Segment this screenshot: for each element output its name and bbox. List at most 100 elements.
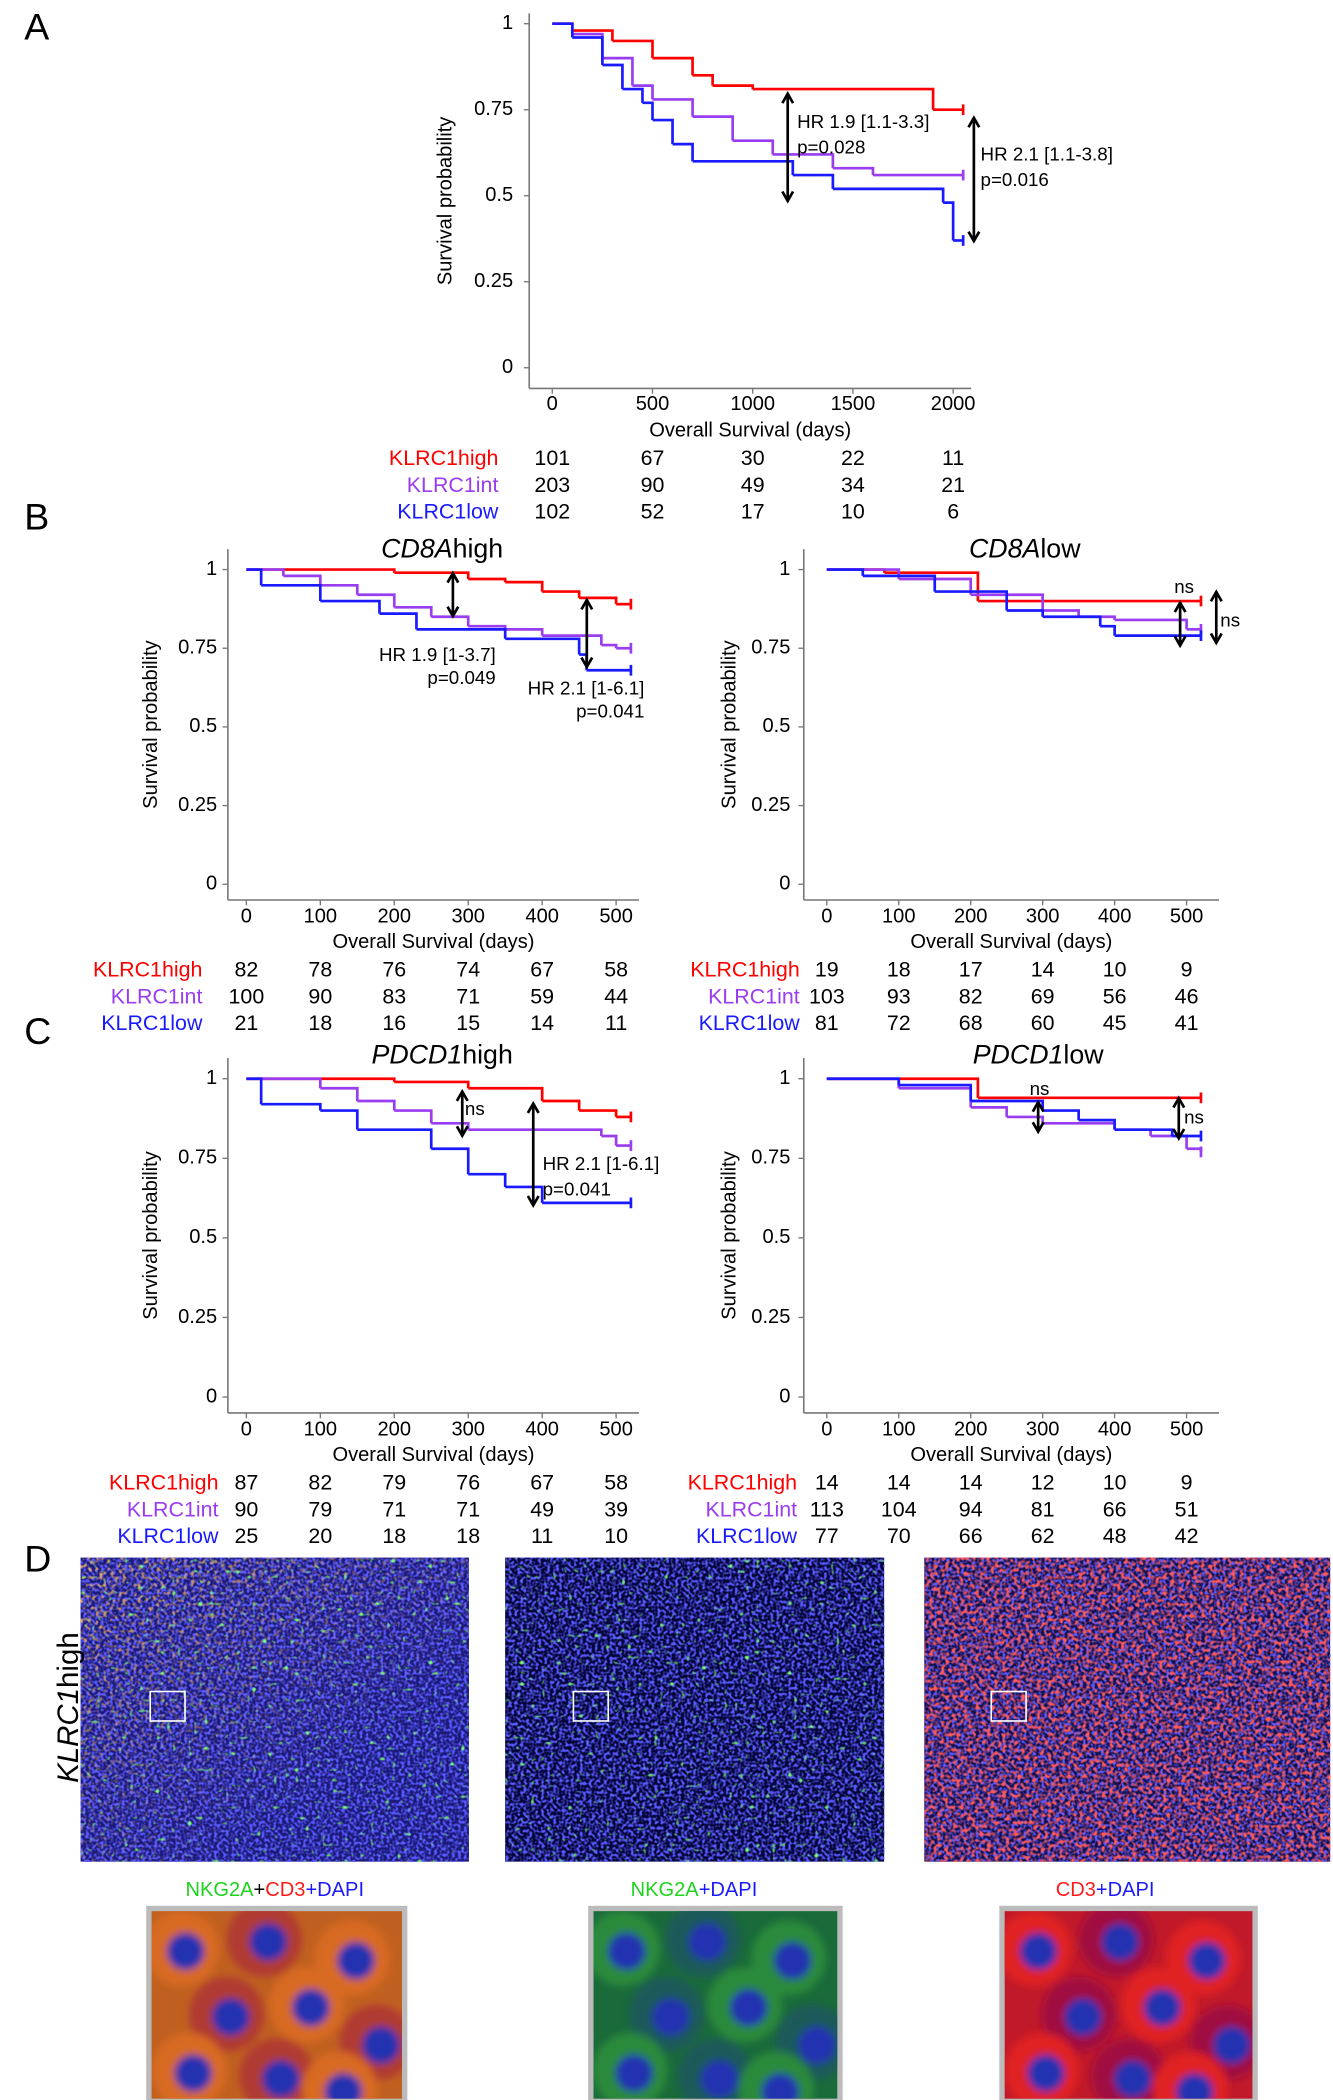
at-risk-count: 6 — [947, 500, 959, 524]
cell-nucleus — [292, 1988, 330, 2027]
survival-step — [898, 1086, 973, 1108]
x-tick-label: 200 — [378, 1419, 412, 1441]
x-tick-label: 400 — [525, 906, 559, 928]
annotation: ns — [1174, 576, 1194, 597]
cell-nucleus — [362, 2026, 400, 2064]
survival-step — [320, 583, 359, 595]
annotation: ns — [1030, 1078, 1050, 1099]
at-risk-count: 76 — [456, 1471, 480, 1495]
at-risk-count: 82 — [959, 984, 983, 1008]
cell-nucleus — [798, 2026, 836, 2064]
survival-step — [320, 1086, 359, 1102]
at-risk-count: 18 — [382, 1524, 406, 1548]
zoom-cells — [593, 1911, 838, 2099]
y-tick-label: 0.75 — [751, 637, 790, 659]
survival-step — [898, 1083, 973, 1102]
cell-nucleus — [1027, 2054, 1065, 2092]
survival-step — [652, 118, 674, 145]
at-risk-count: 52 — [641, 500, 665, 524]
cell-nucleus — [166, 1932, 205, 1971]
survival-step — [505, 628, 544, 636]
survival-step — [542, 590, 581, 598]
y-tick-label: 0.5 — [485, 184, 513, 206]
chart-title: CD8Alow — [969, 534, 1081, 564]
survival-step — [1114, 618, 1188, 630]
caption: CD3+DAPI — [1056, 1879, 1155, 1901]
at-risk-count: 71 — [382, 1497, 406, 1521]
annotation: HR 1.9 [1-3.7] — [379, 644, 496, 665]
survival-step — [468, 1086, 544, 1102]
survival-step — [283, 574, 322, 586]
survival-step — [320, 599, 381, 614]
x-tick-label: 100 — [882, 906, 915, 928]
annotation: p=0.028 — [797, 137, 865, 158]
at-risk-count: 76 — [382, 958, 406, 982]
at-risk-count: 42 — [1175, 1524, 1199, 1548]
survival-step — [320, 1109, 359, 1130]
x-axis-label: Overall Survival (days) — [910, 1444, 1112, 1466]
at-risk-count: 51 — [1175, 1497, 1199, 1521]
x-tick-label: 200 — [954, 1419, 988, 1441]
caption-part: +DAPI — [1096, 1879, 1155, 1901]
arrow-head — [1209, 589, 1223, 646]
survival-step — [772, 153, 835, 169]
at-risk-count: 11 — [531, 1524, 553, 1548]
chart-title: PDCD1high — [371, 1040, 512, 1070]
at-risk-count: 71 — [456, 984, 480, 1008]
at-risk-count: 79 — [308, 1497, 332, 1521]
y-tick-label: 0.5 — [762, 715, 790, 737]
at-risk-count: 69 — [1031, 984, 1055, 1008]
at-risk-count: 11 — [605, 1011, 627, 1035]
survival-step — [934, 590, 1009, 611]
arrow-head — [446, 570, 460, 619]
at-risk-count: 71 — [456, 1497, 480, 1521]
at-risk-count: 203 — [534, 473, 570, 497]
x-tick-label: 500 — [1170, 1419, 1203, 1441]
caption-part: +DAPI — [305, 1879, 364, 1901]
x-tick-label: 100 — [882, 1419, 915, 1441]
x-tick-label: 0 — [241, 906, 252, 928]
arrow-head — [1031, 1099, 1045, 1135]
at-risk-count: 94 — [959, 1497, 983, 1521]
caption-part: CD3 — [265, 1879, 305, 1901]
at-risk-count: 90 — [641, 473, 665, 497]
at-risk-count: 77 — [815, 1524, 839, 1548]
cell-nucleus — [761, 2073, 800, 2099]
cell-nucleus — [324, 2073, 363, 2099]
survival-step — [552, 22, 574, 38]
at-risk-count: 18 — [308, 1011, 332, 1035]
row-label-suffix: high — [52, 1632, 85, 1688]
cell-nucleus — [337, 1941, 375, 1980]
annotation: HR 2.1 [1.1-3.8] — [981, 143, 1113, 164]
at-risk-count: 17 — [959, 958, 983, 982]
at-risk-count: 62 — [1031, 1524, 1055, 1548]
x-tick-label: 400 — [1098, 1419, 1132, 1441]
cell-nucleus — [700, 2060, 739, 2098]
at-risk-count: 66 — [959, 1524, 983, 1548]
y-tick-label: 1 — [779, 1067, 790, 1089]
x-tick-label: 500 — [636, 393, 670, 415]
survival-step — [579, 1109, 618, 1117]
at-risk-count: 113 — [810, 1497, 844, 1521]
y-tick-label: 0 — [779, 1385, 790, 1407]
survival-step — [261, 583, 322, 602]
survival-step — [826, 1077, 901, 1089]
cell-nucleus — [1188, 1941, 1226, 1980]
x-tick-label: 300 — [451, 906, 485, 928]
survival-step — [1006, 1115, 1045, 1124]
at-risk-count: 14 — [815, 1471, 839, 1495]
at-risk-count: 102 — [534, 500, 570, 524]
risk-group-name: KLRC1high — [688, 1471, 797, 1495]
survival-step — [379, 612, 418, 630]
survival-step — [612, 39, 654, 59]
at-risk-count: 81 — [815, 1011, 839, 1035]
y-axis-label: Survival probability — [434, 117, 456, 286]
y-tick-label: 0.25 — [178, 1306, 217, 1328]
survival-step — [652, 56, 694, 76]
panel-label: C — [24, 1010, 51, 1052]
y-axis-label: Survival probability — [140, 640, 162, 809]
at-risk-count: 67 — [530, 1471, 554, 1495]
x-tick-label: 0 — [821, 906, 832, 928]
x-tick-label: 400 — [525, 1419, 559, 1441]
x-tick-label: 200 — [378, 906, 412, 928]
